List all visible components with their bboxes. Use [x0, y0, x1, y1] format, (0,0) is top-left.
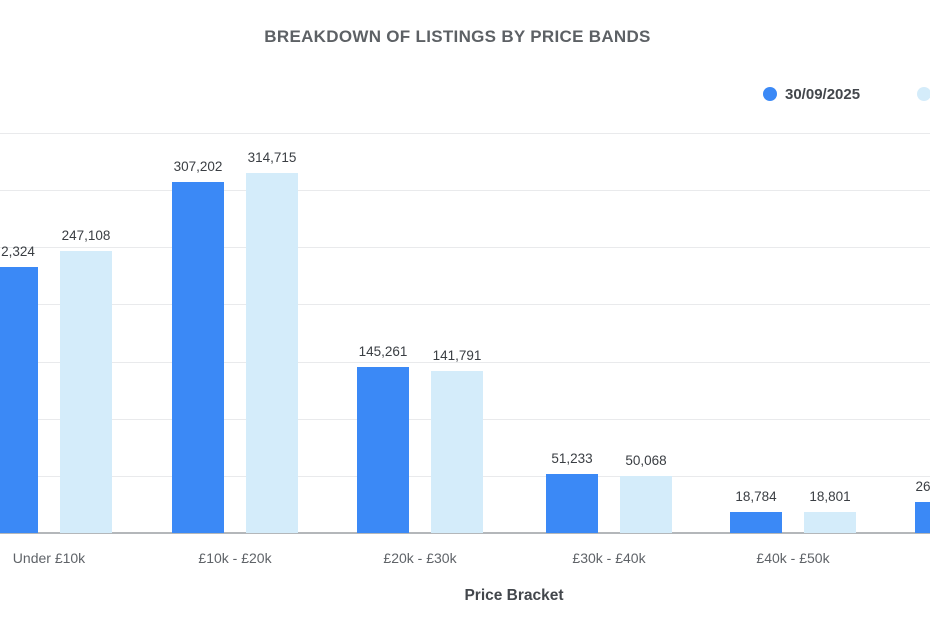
- bar-30/09/2025[interactable]: [357, 367, 409, 533]
- bar-30/09/2025[interactable]: [915, 502, 930, 533]
- bar-series2[interactable]: [246, 173, 298, 533]
- category-label: Under £10k: [12, 550, 86, 566]
- legend-dot-icon: [763, 87, 777, 101]
- category-label: £40k - £50k: [756, 550, 830, 566]
- bar-30/09/2025[interactable]: [546, 474, 598, 533]
- value-label: 307,202: [173, 159, 223, 174]
- bar-30/09/2025[interactable]: [172, 182, 224, 533]
- legend: 30/09/2025: [0, 84, 930, 106]
- bar-series2[interactable]: [620, 476, 672, 533]
- grid-line: [0, 190, 930, 191]
- bar-series2[interactable]: [804, 512, 856, 533]
- grid-line: [0, 133, 930, 134]
- value-label: 51,233: [551, 451, 593, 466]
- legend-item-comparison-date[interactable]: [917, 84, 930, 104]
- value-label: 26: [915, 479, 930, 494]
- bar-30/09/2025[interactable]: [730, 512, 782, 533]
- x-axis-title: Price Bracket: [464, 587, 564, 604]
- value-label: 18,784: [735, 489, 777, 504]
- legend-item-label: 30/09/2025: [785, 85, 861, 103]
- chart-title: BREAKDOWN OF LISTINGS BY PRICE BANDS: [264, 27, 651, 46]
- value-label: 50,068: [625, 453, 667, 468]
- grid-line: [0, 247, 930, 248]
- legend-item-current-date[interactable]: 30/09/2025: [763, 84, 860, 104]
- value-label: 145,261: [358, 344, 408, 359]
- bar-30/09/2025[interactable]: [0, 267, 38, 533]
- legend-dot-icon: [917, 87, 930, 101]
- grid-line: [0, 304, 930, 305]
- bar-series2[interactable]: [60, 251, 112, 533]
- grid-line: [0, 362, 930, 363]
- category-label: £20k - £30k: [383, 550, 457, 566]
- value-label: 247,108: [61, 228, 111, 243]
- value-label: 314,715: [247, 150, 297, 165]
- value-label: 2,324: [1, 244, 35, 259]
- category-label: £10k - £20k: [198, 550, 272, 566]
- value-label: 18,801: [809, 489, 851, 504]
- value-label: 141,791: [432, 348, 482, 363]
- bar-series2[interactable]: [431, 371, 483, 533]
- x-axis-line: [0, 532, 930, 534]
- category-label: £30k - £40k: [572, 550, 646, 566]
